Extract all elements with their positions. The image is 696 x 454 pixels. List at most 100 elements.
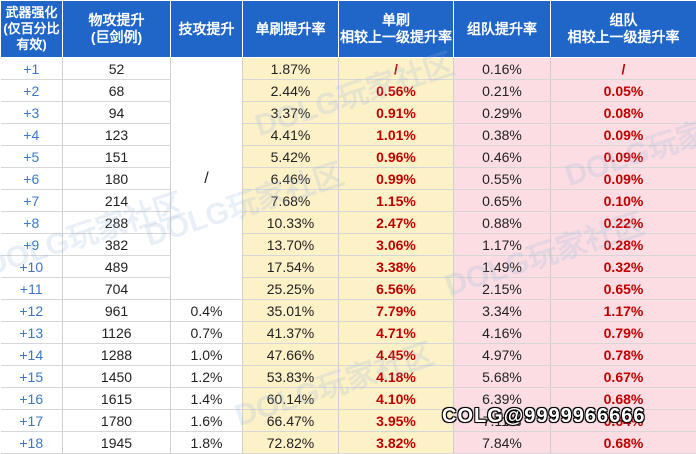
cell-team-rate: 0.21%: [453, 79, 551, 102]
cell-team-delta: 1.17%: [550, 299, 696, 322]
cell-solo-rate: 66.47%: [242, 409, 339, 432]
cell-phys-atk: 1126: [62, 321, 171, 344]
cell-phys-atk: 704: [62, 277, 171, 300]
cell-team-delta: 0.22%: [550, 211, 696, 234]
cell-phys-atk: 382: [62, 233, 171, 256]
table-row: +9 382 13.70% 3.06% 1.17% 0.28%: [0, 233, 696, 256]
cell-team-rate: 6.39%: [453, 387, 551, 410]
table-row: +2 68 2.44% 0.56% 0.21% 0.05%: [0, 79, 696, 102]
cell-skill-atk: 1.8%: [170, 431, 243, 454]
cell-team-delta: 0.28%: [550, 233, 696, 256]
header-solo-delta: 单刷 相较上一级提升率: [338, 0, 454, 58]
cell-team-rate: 0.29%: [453, 101, 551, 124]
cell-level: +8: [0, 211, 63, 234]
cell-solo-delta: 3.06%: [338, 233, 454, 256]
cell-team-delta: 0.09%: [550, 123, 696, 146]
cell-team-delta: 0.10%: [550, 189, 696, 212]
cell-level: +1: [0, 57, 63, 80]
cell-phys-atk: 123: [62, 123, 171, 146]
cell-team-rate: 1.17%: [453, 233, 551, 256]
cell-solo-rate: 41.37%: [242, 321, 339, 344]
cell-solo-rate: 5.42%: [242, 145, 339, 168]
header-level-line1: 武器强化: [5, 5, 58, 20]
cell-solo-delta: 1.15%: [338, 189, 454, 212]
cell-level: +17: [0, 409, 63, 432]
header-skill-atk: 技攻提升: [170, 0, 243, 58]
table-row: +16 1615 1.4% 60.14% 4.10% 6.39% 0.68%: [0, 387, 696, 410]
cell-phys-atk: 94: [62, 101, 171, 124]
cell-level: +15: [0, 365, 63, 388]
cell-team-delta: 0.68%: [550, 387, 696, 410]
cell-team-rate: 0.46%: [453, 145, 551, 168]
cell-team-delta: 0.32%: [550, 255, 696, 278]
cell-phys-atk: 288: [62, 211, 171, 234]
table-row: +6 180 6.46% 0.99% 0.55% 0.09%: [0, 167, 696, 190]
cell-phys-atk: 1945: [62, 431, 171, 454]
header-phys-atk: 物攻提升 (巨剑例): [62, 0, 171, 58]
table-row: +4 123 4.41% 1.01% 0.38% 0.09%: [0, 123, 696, 146]
cell-team-delta: 0.65%: [550, 277, 696, 300]
cell-solo-rate: 10.33%: [242, 211, 339, 234]
cell-solo-delta: 0.56%: [338, 79, 454, 102]
cell-phys-atk: 180: [62, 167, 171, 190]
cell-phys-atk: 68: [62, 79, 171, 102]
cell-team-rate: 4.16%: [453, 321, 551, 344]
cell-skill-atk: 0.7%: [170, 321, 243, 344]
cell-solo-delta: /: [338, 57, 454, 80]
cell-skill-atk: 1.0%: [170, 343, 243, 366]
cell-level: +3: [0, 101, 63, 124]
table-row: +18 1945 1.8% 72.82% 3.82% 7.84% 0.68%: [0, 431, 696, 454]
cell-solo-delta: 2.47%: [338, 211, 454, 234]
cell-skill-atk: 1.2%: [170, 365, 243, 388]
table-row: +13 1126 0.7% 41.37% 4.71% 4.16% 0.79%: [0, 321, 696, 344]
cell-team-delta: 0.64%: [550, 409, 696, 432]
cell-phys-atk: 151: [62, 145, 171, 168]
header-solo-delta-line2: 相较上一级提升率: [340, 29, 452, 45]
cell-solo-rate: 7.68%: [242, 189, 339, 212]
table-row: +5 151 5.42% 0.96% 0.46% 0.09%: [0, 145, 696, 168]
table-row: +11 704 25.25% 6.56% 2.15% 0.65%: [0, 277, 696, 300]
header-team-delta: 组队 相较上一级提升率: [550, 0, 696, 58]
cell-level: +11: [0, 277, 63, 300]
cell-solo-rate: 25.25%: [242, 277, 339, 300]
cell-solo-delta: 3.38%: [338, 255, 454, 278]
table-body: +1 52/1.87%/0.16% / +2 68 2.44% 0.56% 0.21% 0.05…: [0, 57, 696, 454]
header-solo-rate: 单刷提升率: [242, 0, 339, 58]
cell-team-delta: 0.79%: [550, 321, 696, 344]
cell-skill-atk: 1.4%: [170, 387, 243, 410]
header-level-line3: 有效): [16, 37, 47, 52]
cell-team-rate: 0.88%: [453, 211, 551, 234]
cell-level: +13: [0, 321, 63, 344]
cell-phys-atk: 489: [62, 255, 171, 278]
cell-team-delta: 0.05%: [550, 79, 696, 102]
cell-team-rate: 1.49%: [453, 255, 551, 278]
cell-team-delta: /: [550, 57, 696, 80]
header-phys-atk-line1: 物攻提升: [88, 12, 145, 28]
cell-level: +9: [0, 233, 63, 256]
header-level: 武器强化 (仅百分比 有效): [0, 0, 63, 58]
cell-solo-rate: 35.01%: [242, 299, 339, 322]
cell-team-rate: 5.68%: [453, 365, 551, 388]
cell-phys-atk: 1288: [62, 343, 171, 366]
table-row: +7 214 7.68% 1.15% 0.65% 0.10%: [0, 189, 696, 212]
header-solo-rate-line1: 单刷提升率: [255, 20, 326, 37]
cell-level: +16: [0, 387, 63, 410]
cell-level: +4: [0, 123, 63, 146]
cell-solo-delta: 4.18%: [338, 365, 454, 388]
colg-badge: COLG@9999966666: [442, 405, 646, 427]
header-phys-atk-line2: (巨剑例): [90, 29, 143, 45]
cell-phys-atk: 1450: [62, 365, 171, 388]
cell-team-delta: 0.67%: [550, 365, 696, 388]
cell-solo-rate: 2.44%: [242, 79, 339, 102]
cell-solo-rate: 1.87%: [242, 57, 339, 80]
cell-solo-rate: 72.82%: [242, 431, 339, 454]
cell-phys-atk: 961: [62, 299, 171, 322]
cell-phys-atk: 52: [62, 57, 171, 80]
header-team-delta-line1: 组队: [609, 12, 638, 28]
cell-skill-atk-merged: /: [170, 57, 243, 300]
cell-solo-rate: 60.14%: [242, 387, 339, 410]
cell-team-rate: 7.84%: [453, 431, 551, 454]
cell-solo-delta: 0.99%: [338, 167, 454, 190]
cell-solo-delta: 4.45%: [338, 343, 454, 366]
